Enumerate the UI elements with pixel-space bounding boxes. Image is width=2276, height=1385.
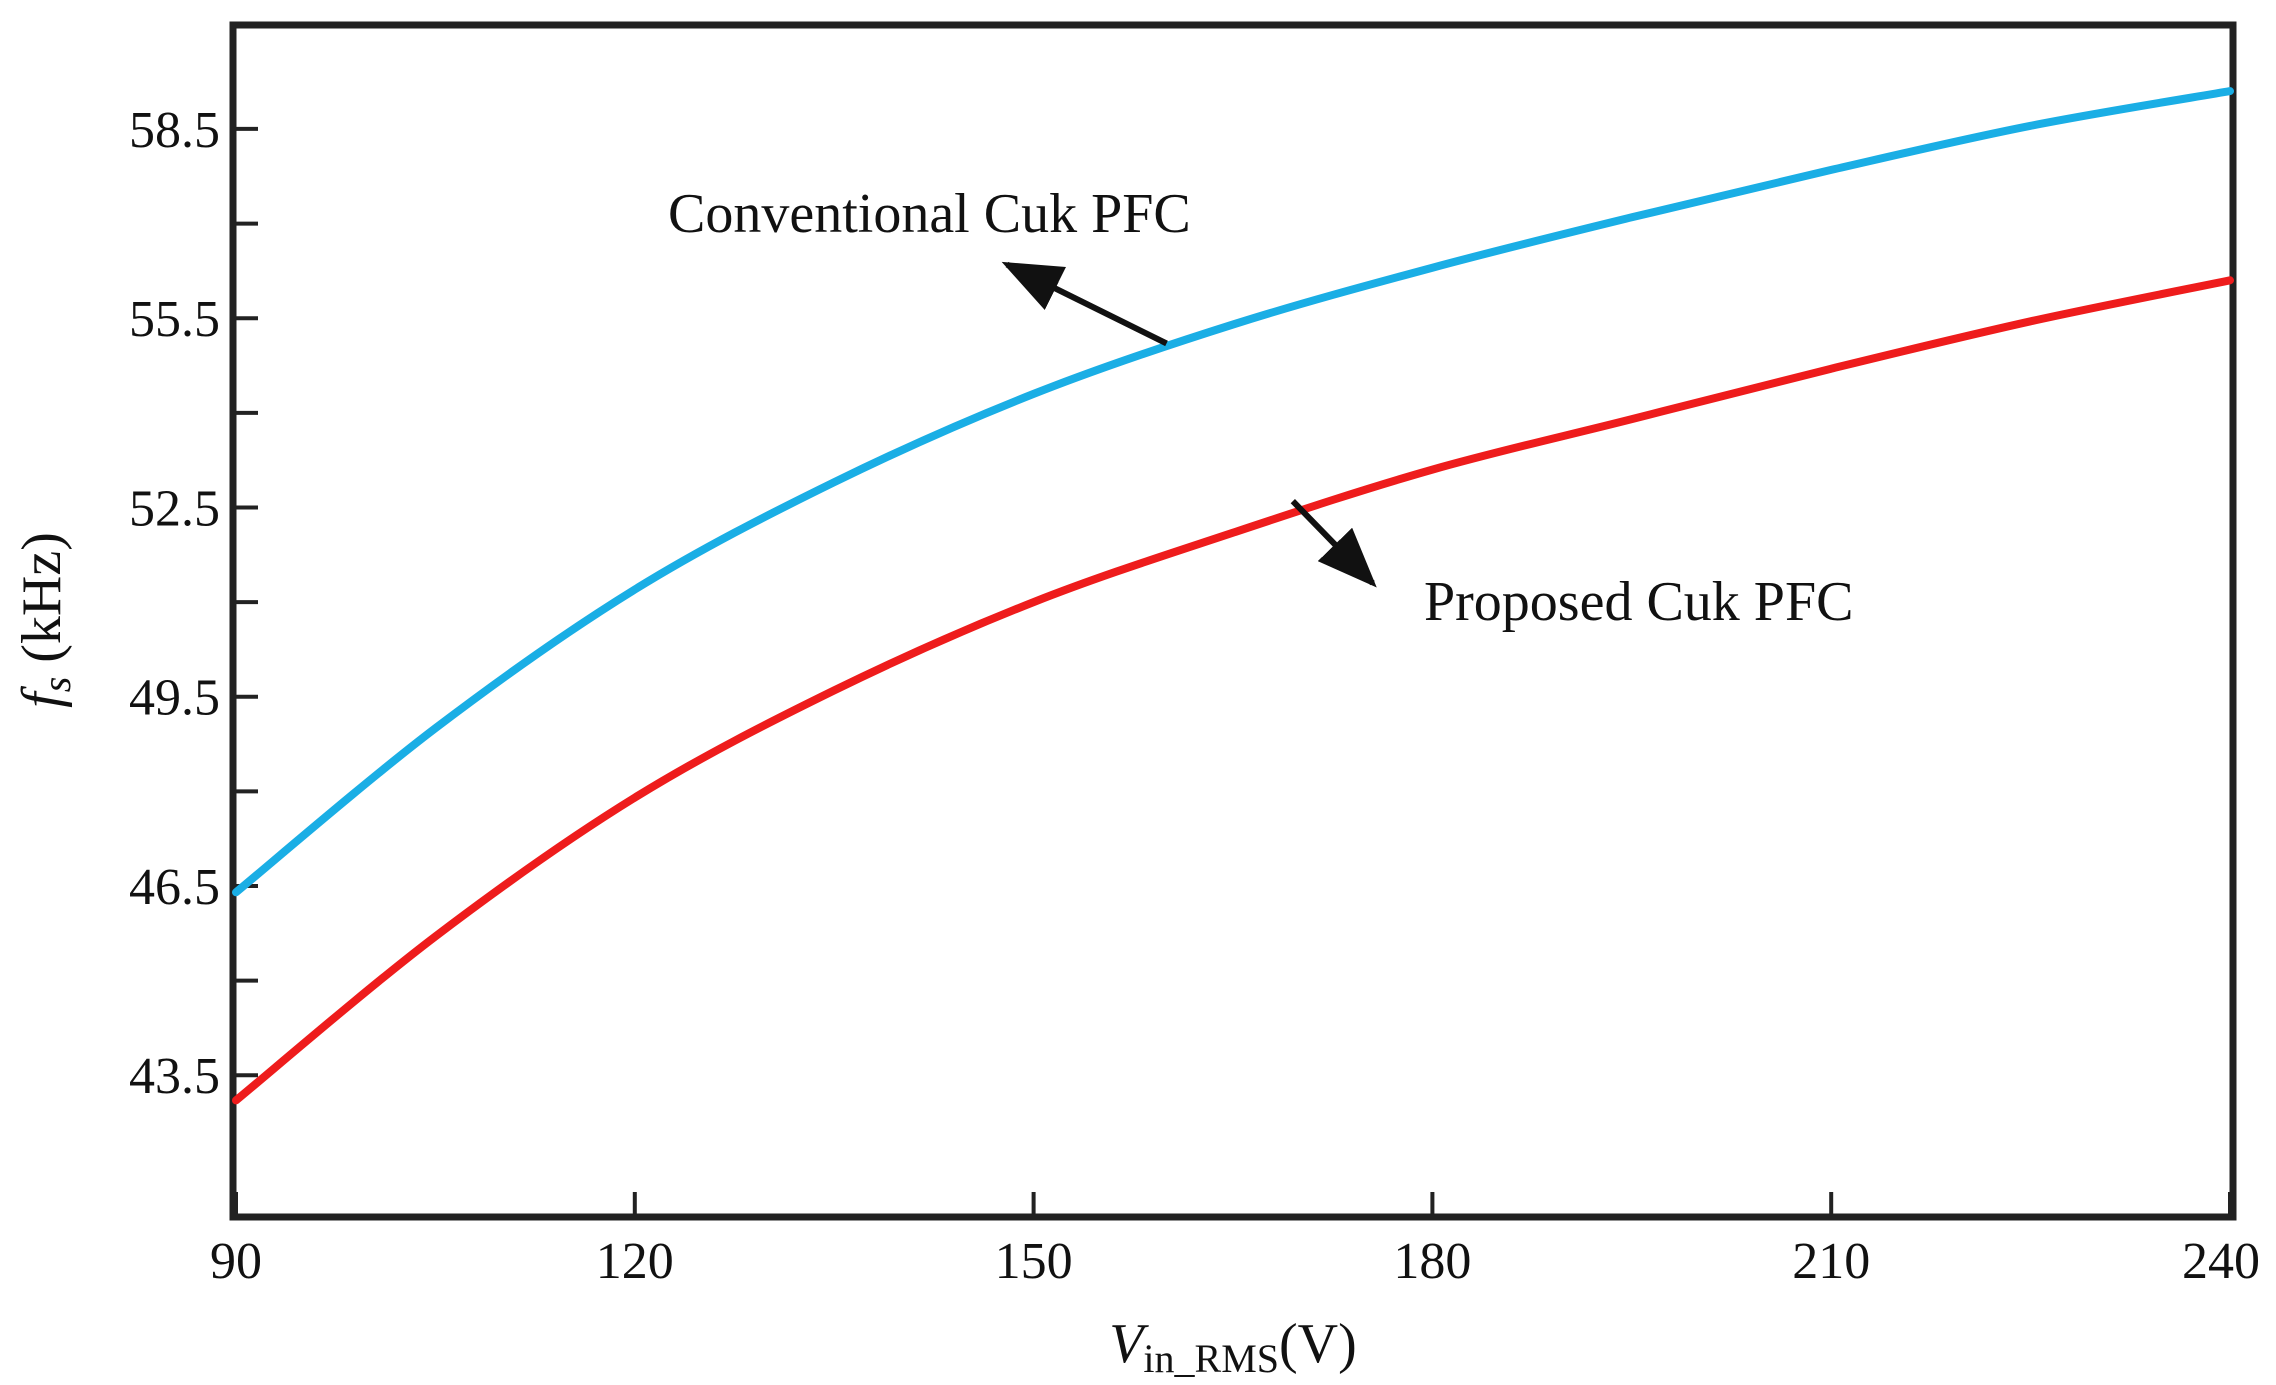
x-axis-title-sub: in_RMS [1143,1336,1279,1381]
x-tick-label: 240 [2182,1233,2260,1290]
y-tick-label: 46.5 [129,859,220,916]
series-layer [232,87,2234,1105]
series-line-1 [232,276,2234,1105]
annotation-label-0: Conventional Cuk PFC [668,183,1191,245]
y-axis-ticks: 43.5 46.5 49.5 52.5 55.5 58.5 [129,102,258,1105]
x-tick-label: 90 [210,1233,262,1290]
series-line-0 [232,87,2234,897]
y-axis-title-unit: (kHz) [11,532,73,677]
annotation-layer: Conventional Cuk PFC Proposed Cuk PFC [668,183,1853,633]
x-axis-title: Vin_RMS(V) [1109,1313,1357,1381]
x-tick-label: 180 [1393,1233,1471,1290]
y-tick-label: 58.5 [129,102,220,159]
x-axis-title-unit: (V) [1279,1313,1357,1375]
plot-frame [229,21,2237,1221]
x-tick-label: 210 [1792,1233,1870,1290]
x-axis-ticks: 90 120 150 180 210 240 [210,1192,2260,1290]
x-axis-title-main: V [1109,1313,1149,1375]
annotation-arrow [1001,261,1168,347]
y-tick-label: 43.5 [129,1048,220,1105]
x-tick-label: 150 [995,1233,1073,1290]
y-tick-label: 55.5 [129,291,220,348]
y-tick-label: 49.5 [129,670,220,727]
x-tick-label: 120 [596,1233,674,1290]
annotation-label-1: Proposed Cuk PFC [1424,571,1853,633]
annotation-arrow [1290,499,1377,588]
y-tick-label: 52.5 [129,480,220,537]
y-axis-title: fs (kHz) [11,532,79,708]
y-axis-title-sub: s [34,677,79,693]
